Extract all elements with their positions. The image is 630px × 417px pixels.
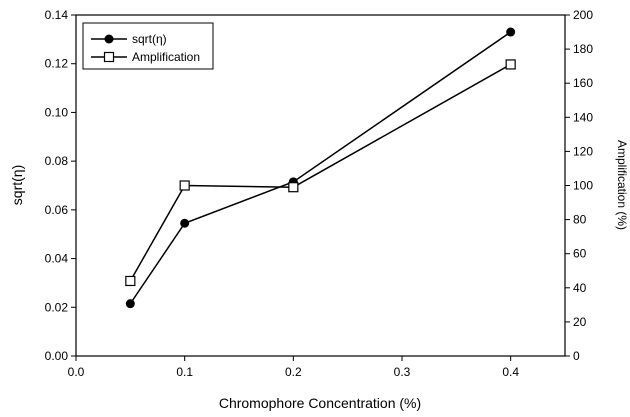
x-tick-label: 0.3 <box>394 365 411 379</box>
y-axis-title: sqrt(η) <box>9 165 25 205</box>
y2-axis-title: Amplification (%) <box>615 140 629 230</box>
y2-tick-label: 180 <box>573 42 593 56</box>
y-tick-label: 0.12 <box>45 57 69 71</box>
y2-tick-label: 80 <box>573 213 587 227</box>
legend: sqrt(η) Amplification <box>82 22 214 70</box>
legend-marker-sqrt <box>104 34 114 44</box>
x-tick-label: 0.0 <box>68 365 85 379</box>
data-point-amplification <box>288 182 299 193</box>
x-tick-label: 0.1 <box>176 365 193 379</box>
y2-axis-ticks: 0 20 40 60 80 100 120 140 160 180 200 <box>565 8 593 363</box>
y2-tick-label: 200 <box>573 8 593 22</box>
x-tick-label: 0.4 <box>502 365 519 379</box>
y2-tick-label: 140 <box>573 110 593 124</box>
y2-tick-label: 0 <box>573 349 580 363</box>
data-point-sqrt <box>506 27 516 37</box>
series-line-0 <box>129 31 512 305</box>
data-point-sqrt <box>125 299 135 309</box>
y-tick-label: 0.04 <box>45 252 69 266</box>
data-point-amplification <box>125 275 136 287</box>
y-tick-label: 0.08 <box>45 154 69 168</box>
y-tick-label: 0.10 <box>45 105 69 119</box>
data-point-amplification <box>505 59 516 70</box>
y-axis-ticks: 0.00 0.02 0.04 0.06 0.08 0.10 0.12 0.14 <box>45 8 76 363</box>
x-axis-ticks: 0.0 0.1 0.2 0.3 0.4 <box>68 356 519 379</box>
legend-label-amplification: Amplification <box>132 50 200 64</box>
x-tick-label: 0.2 <box>285 365 302 379</box>
series-layer <box>125 27 516 309</box>
data-point-sqrt <box>180 218 190 228</box>
data-point-amplification <box>179 180 190 191</box>
series-line-1 <box>129 63 512 282</box>
y2-tick-label: 40 <box>573 281 587 295</box>
y-tick-label: 0.06 <box>45 203 69 217</box>
y-tick-label: 0.00 <box>45 349 69 363</box>
y2-tick-label: 100 <box>573 179 593 193</box>
y2-tick-label: 60 <box>573 247 587 261</box>
legend-label-sqrt: sqrt(η) <box>132 32 167 46</box>
y2-tick-label: 160 <box>573 76 593 90</box>
x-axis-title: Chromophore Concentration (%) <box>219 395 421 411</box>
y-tick-label: 0.02 <box>45 300 69 314</box>
legend-box <box>82 22 214 70</box>
y-tick-label: 0.14 <box>45 8 69 22</box>
legend-marker-amplification <box>103 51 115 63</box>
y2-tick-label: 120 <box>573 144 593 158</box>
y2-tick-label: 20 <box>573 315 587 329</box>
